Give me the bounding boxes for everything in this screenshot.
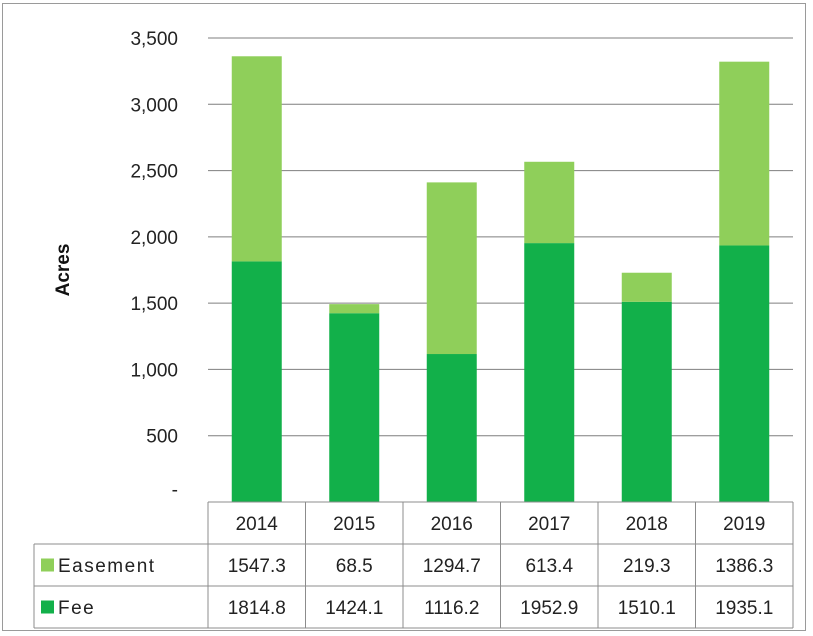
bar-easement-2017 xyxy=(524,161,575,244)
bar-fee-2017 xyxy=(524,243,575,502)
bar-fee-2018 xyxy=(621,301,672,502)
legend-swatch-easement xyxy=(41,558,54,572)
data-label-easement-2017: 613.4 xyxy=(525,556,573,577)
data-label-fee-2017: 1952.9 xyxy=(520,598,578,619)
data-label-fee-2016: 1116.2 xyxy=(424,598,479,619)
y-tick-label: - xyxy=(172,480,178,501)
chart-frame xyxy=(2,3,806,631)
legend-label-easement: Easement xyxy=(58,556,156,577)
bar-fee-2019 xyxy=(719,245,770,502)
data-label-easement-2018: 219.3 xyxy=(623,556,671,577)
y-tick-label: 3,500 xyxy=(130,29,178,50)
data-label-easement-2019: 1386.3 xyxy=(715,556,773,577)
data-label-easement-2014: 1547.3 xyxy=(228,556,286,577)
y-tick-label: 3,000 xyxy=(130,95,178,116)
x-tick-label: 2014 xyxy=(236,514,279,535)
y-tick-labels: - 500 1,000 1,500 2,000 2,500 3,000 3,500 xyxy=(130,29,178,501)
x-tick-label: 2018 xyxy=(626,514,668,535)
bar-easement-2015 xyxy=(329,304,380,314)
bar-easement-2018 xyxy=(621,272,672,302)
data-label-easement-2015: 68.5 xyxy=(336,556,373,577)
bar-fee-2015 xyxy=(329,313,380,502)
data-label-fee-2018: 1510.1 xyxy=(618,598,676,619)
bar-easement-2014 xyxy=(231,56,282,262)
data-label-fee-2015: 1424.1 xyxy=(325,598,383,619)
x-tick-label: 2019 xyxy=(723,514,765,535)
x-tick-label: 2015 xyxy=(333,514,375,535)
y-tick-label: 1,500 xyxy=(130,294,178,315)
bar-fee-2016 xyxy=(426,354,477,502)
y-tick-label: 2,000 xyxy=(130,228,178,249)
legend-swatch-fee xyxy=(41,600,54,614)
bar-easement-2019 xyxy=(719,61,770,246)
y-tick-label: 1,000 xyxy=(130,360,178,381)
data-label-fee-2014: 1814.8 xyxy=(228,598,286,619)
data-label-fee-2019: 1935.1 xyxy=(715,598,773,619)
gridlines xyxy=(208,37,793,503)
bars xyxy=(231,56,770,502)
legend-label-fee: Fee xyxy=(58,598,95,619)
x-tick-label: 2016 xyxy=(431,514,473,535)
data-label-easement-2016: 1294.7 xyxy=(423,556,481,577)
y-tick-label: 500 xyxy=(146,427,178,448)
y-axis-title: Acres xyxy=(53,244,74,297)
y-tick-label: 2,500 xyxy=(130,162,178,183)
x-tick-label: 2017 xyxy=(528,514,570,535)
bar-fee-2014 xyxy=(231,261,282,502)
data-table: 2014 2015 2016 2017 2018 2019 Easement 1547.3 68… xyxy=(33,501,794,629)
bar-easement-2016 xyxy=(426,182,477,355)
